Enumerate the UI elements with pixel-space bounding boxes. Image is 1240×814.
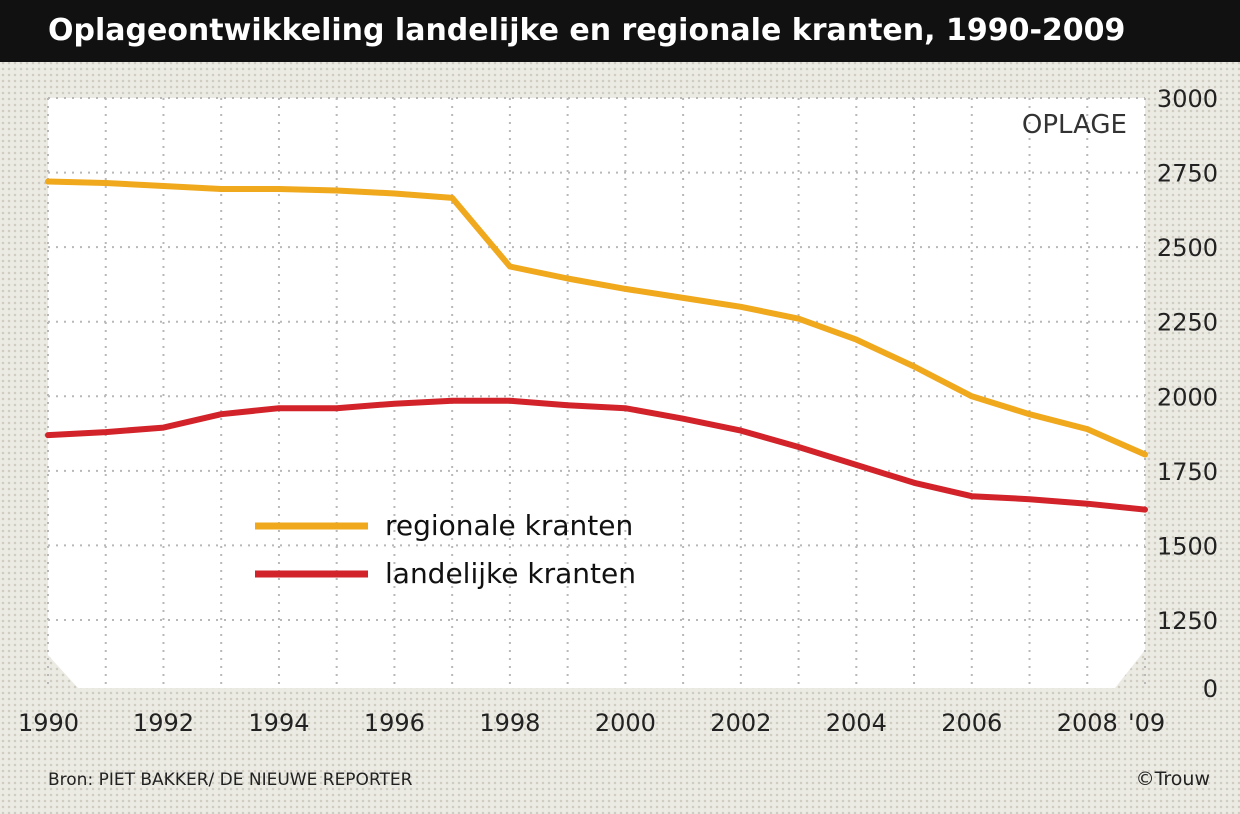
x-tick-label: 1998	[479, 709, 540, 737]
x-tick-label: 2000	[595, 709, 656, 737]
y-axis-label: OPLAGE	[1022, 110, 1127, 140]
plot-background	[48, 98, 1145, 688]
y-tick-label: 1750	[1157, 458, 1218, 486]
legend-label: landelijke kranten	[385, 557, 636, 590]
x-tick-label: 2008	[1057, 709, 1118, 737]
legend-label: regionale kranten	[385, 509, 633, 542]
axes: 3000 2750 2500 2250 2000 1750 1500 1250 0 1990 199…	[18, 85, 1218, 737]
x-tick-label: '09	[1128, 709, 1165, 737]
x-tick-label: 1994	[248, 709, 309, 737]
credit-note: ©Trouw	[1135, 768, 1210, 790]
series-line-regionale	[45, 178, 1148, 458]
y-tick-label: 0	[1203, 675, 1218, 703]
x-tick-label: 2002	[710, 709, 771, 737]
x-tick-label: 1992	[133, 709, 194, 737]
line-chart: 3000 2750 2500 2250 2000 1750 1500 1250 0 1990 199…	[18, 85, 1218, 737]
chart-title: Oplageontwikkeling landelijke en regiona…	[0, 0, 1240, 62]
y-tick-label: 1500	[1157, 532, 1218, 560]
legend: regionale kranten landelijke kranten	[255, 509, 636, 590]
y-tick-label: 1250	[1157, 607, 1218, 635]
y-tick-label: 2000	[1157, 383, 1218, 411]
y-tick-label: 2500	[1157, 234, 1218, 262]
plot-area	[48, 98, 1145, 688]
x-tick-label: 2006	[941, 709, 1002, 737]
x-tick-label: 1996	[364, 709, 425, 737]
y-tick-label: 3000	[1157, 85, 1218, 113]
source-note: Bron: PIET BAKKER/ DE NIEUWE REPORTER	[48, 770, 413, 790]
x-tick-label: 2004	[826, 709, 887, 737]
y-tick-label: 2750	[1157, 160, 1218, 188]
x-tick-label: 1990	[18, 709, 79, 737]
series	[45, 178, 1148, 513]
series-line-landelijke	[45, 397, 1148, 513]
y-tick-label: 2250	[1157, 309, 1218, 337]
